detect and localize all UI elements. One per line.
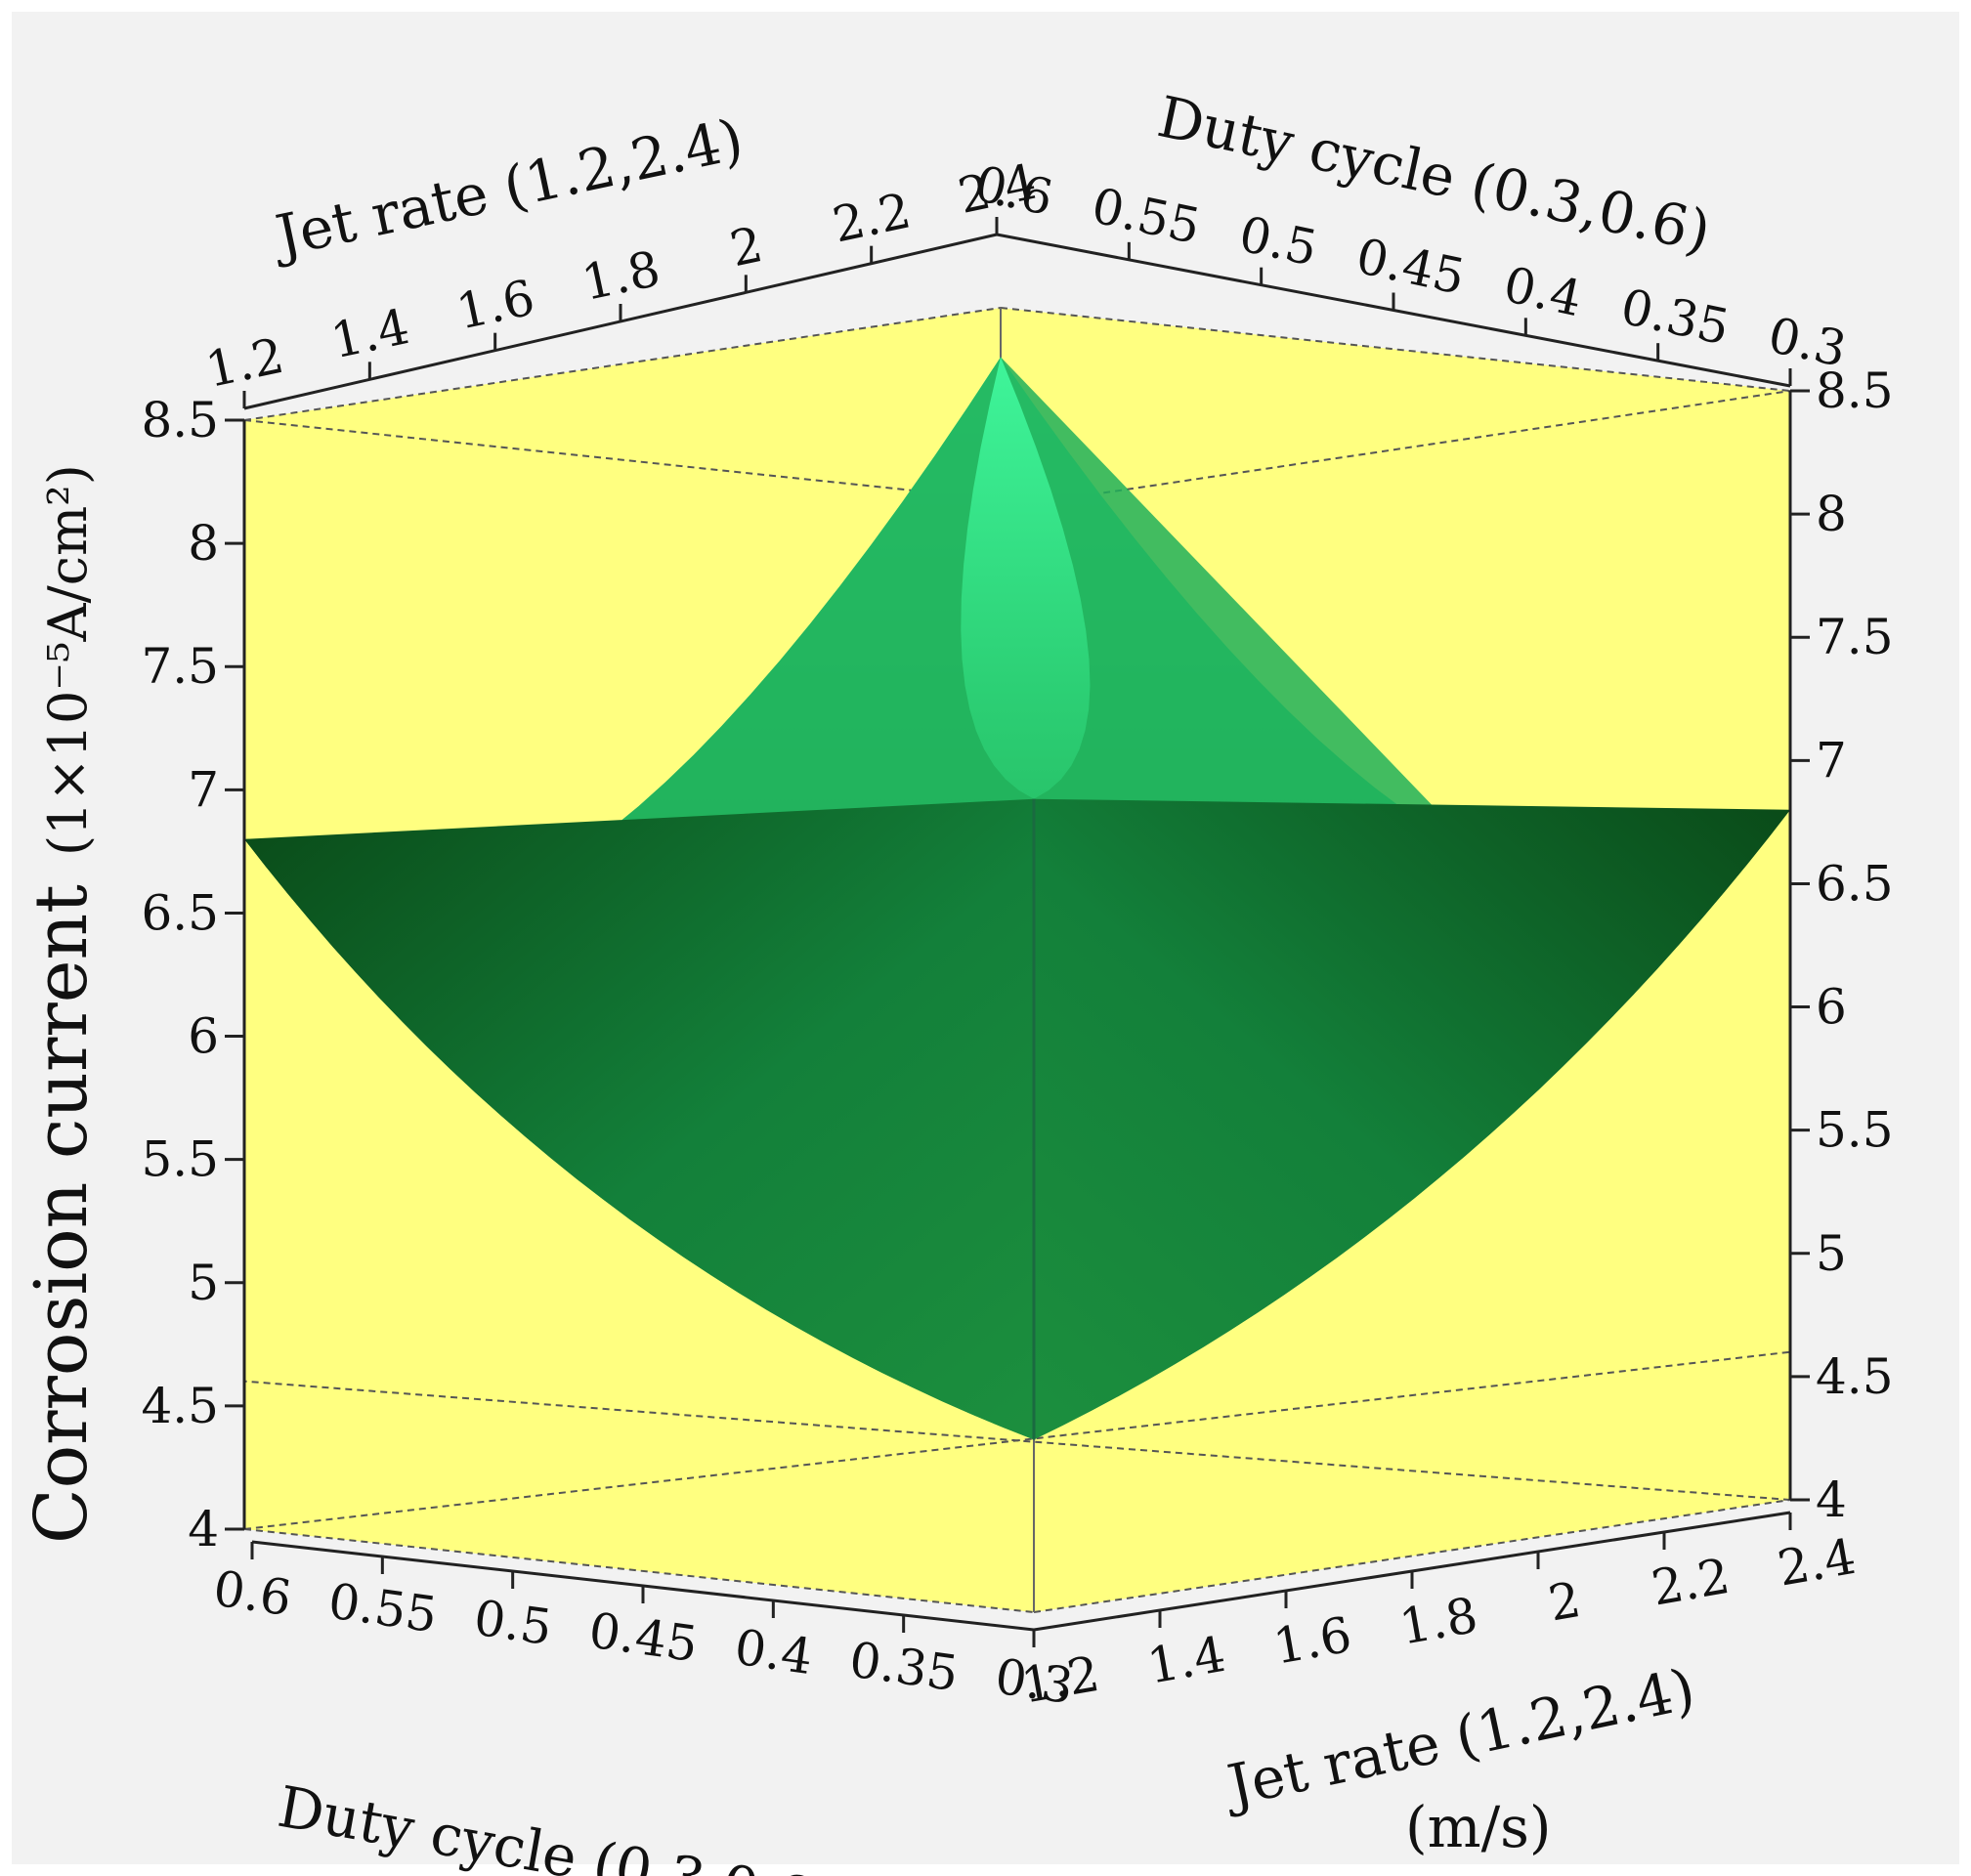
box-edge-front-right-top xyxy=(1033,390,1791,504)
duty-cycle-bottom-tick-label: 0.6 xyxy=(210,1560,295,1628)
jet-rate-top-tick-label: 1.6 xyxy=(451,269,539,340)
jet-rate-axis-title-top: Jet rate (1.2,2.4) xyxy=(266,106,749,271)
box-edge-front-left-top xyxy=(243,419,1035,504)
duty-cycle-top-tick-label: 0.3 xyxy=(1764,307,1852,378)
z-tick-label-left: 8 xyxy=(188,515,219,572)
jet-rate-unit-label: (m/s) xyxy=(1405,1794,1552,1860)
z-tick-label-right: 4 xyxy=(1816,1471,1847,1528)
duty-cycle-top-tick-label: 0.45 xyxy=(1351,228,1470,306)
duty-cycle-axis-title-top: Duty cycle (0.3,0.6) xyxy=(1152,83,1716,265)
duty-cycle-top-tick-label: 0.55 xyxy=(1087,177,1205,255)
z-axis-title-unit: (1×10⁻⁵A/cm²) xyxy=(37,464,99,856)
jet-rate-top-tick-label: 1.2 xyxy=(201,327,289,399)
z-tick-label-left: 8.5 xyxy=(141,392,219,448)
jet-rate-top-tick-label: 2.2 xyxy=(828,182,916,253)
z-tick-label-right: 7 xyxy=(1816,732,1847,789)
duty-cycle-bottom-tick-label: 0.5 xyxy=(471,1590,556,1657)
surface-ridge-left xyxy=(401,357,1034,937)
z-tick-label-right: 6.5 xyxy=(1816,855,1894,912)
z-tick-label-right: 8 xyxy=(1816,486,1847,542)
z-tick-label-right: 8.5 xyxy=(1816,362,1894,419)
duty-cycle-bottom-tick-label: 0.3 xyxy=(992,1648,1077,1716)
z-tick-label-left: 6 xyxy=(188,1008,219,1065)
jet-rate-bottom-tick-label: 1.4 xyxy=(1143,1626,1229,1695)
z-tick-label-right: 6 xyxy=(1816,979,1847,1036)
z-tick-label-left: 6.5 xyxy=(141,884,219,941)
jet-rate-bottom-tick-label: 2.2 xyxy=(1648,1548,1734,1617)
box-diagonal-right xyxy=(243,1380,1791,1501)
jet-rate-top-tick-label: 1.8 xyxy=(578,240,665,312)
surface-front-right-overlay xyxy=(1034,798,1790,1440)
duty-cycle-top-tick-label: 0.35 xyxy=(1616,278,1735,357)
z-axis-title-main: Corrosion current xyxy=(20,884,104,1544)
duty-cycle-bottom-tick-label: 0.55 xyxy=(325,1572,441,1643)
jet-rate-bottom-tick-label: 1.2 xyxy=(1017,1645,1103,1715)
z-tick-label-left: 7 xyxy=(188,761,219,818)
box-edge-floor-right xyxy=(1033,1499,1791,1613)
surface-back-sheet xyxy=(244,357,1790,923)
jet-rate-bottom-tick-label: 1.8 xyxy=(1395,1587,1481,1656)
z-tick-label-left: 5.5 xyxy=(141,1131,219,1188)
box-edge-top-right xyxy=(1000,307,1791,392)
duty-cycle-bottom-tick-label: 0.4 xyxy=(731,1619,816,1686)
duty-cycle-bottom-tick-label: 0.35 xyxy=(846,1631,962,1702)
box-edge-floor-left xyxy=(243,1528,1035,1613)
z-tick-label-left: 5 xyxy=(188,1255,219,1311)
z-tick-label-left: 4 xyxy=(188,1501,219,1557)
z-tick-label-right: 5.5 xyxy=(1816,1102,1894,1159)
jet-rate-top-tick-label: 1.4 xyxy=(326,298,414,369)
z-tick-label-right: 5 xyxy=(1816,1225,1847,1282)
box-edge-top-left xyxy=(243,307,1002,421)
duty-cycle-bottom-tick-label: 0.45 xyxy=(585,1601,701,1673)
duty-cycle-top-tick-label: 0.4 xyxy=(1499,256,1587,327)
z-tick-label-right: 4.5 xyxy=(1816,1348,1894,1405)
jet-rate-bottom-tick-label: 2.4 xyxy=(1774,1528,1860,1598)
z-tick-label-right: 7.5 xyxy=(1816,609,1894,665)
z-tick-label-left: 7.5 xyxy=(141,638,219,695)
surface-ridge-right xyxy=(1001,357,1790,908)
jet-rate-bottom-tick-label: 1.6 xyxy=(1269,1606,1355,1676)
duty-cycle-axis-title-bottom: Duty cycle (0.3,0.6) xyxy=(274,1773,839,1876)
jet-rate-bottom-tick-label: 2 xyxy=(1544,1571,1584,1633)
jet-rate-top-tick-label: 2 xyxy=(725,216,767,277)
z-axis-title: Corrosion current (1×10⁻⁵A/cm²) xyxy=(20,464,104,1544)
z-tick-label-left: 4.5 xyxy=(141,1378,219,1434)
duty-cycle-top-tick-label: 0.5 xyxy=(1234,205,1322,277)
surface-front-left-overlay xyxy=(244,798,1034,1440)
